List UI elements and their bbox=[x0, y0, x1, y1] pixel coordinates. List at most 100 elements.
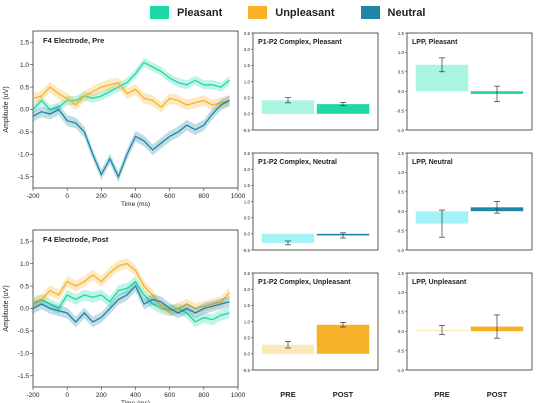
bar2-ytick-label: -0.5 bbox=[396, 108, 404, 113]
line1-xtick-label: -200 bbox=[26, 193, 39, 200]
line2-ytick-label: -1.5 bbox=[18, 373, 30, 380]
bar1-ytick-label: 1.5 bbox=[244, 63, 251, 68]
bar6-ytick-label: 0.0 bbox=[398, 329, 405, 334]
bar4-ytick-label: 1.0 bbox=[398, 170, 405, 175]
line1-xtick-label: 200 bbox=[96, 193, 107, 200]
line2-xtick-label: 0 bbox=[65, 392, 69, 399]
line2-xtick-label: 200 bbox=[96, 392, 107, 399]
bar2-ytick-label: -1.0 bbox=[396, 128, 404, 133]
line1-xtick-label: 400 bbox=[130, 193, 141, 200]
bar1-ytick-label: 0.0 bbox=[244, 112, 251, 117]
category-label-pre: PRE bbox=[434, 390, 449, 399]
line2-xtick-label: 600 bbox=[164, 392, 175, 399]
line1-ytick-label: 1.0 bbox=[20, 62, 29, 69]
bar4-ytick-label: 0.5 bbox=[398, 190, 405, 195]
line2-ytick-label: -0.5 bbox=[18, 328, 30, 335]
bar4-ytick-label: -1.0 bbox=[396, 248, 404, 253]
line1-xtick-label: 0 bbox=[65, 193, 69, 200]
line2-series-neutral bbox=[32, 284, 230, 323]
line1-xtick-label: 800 bbox=[198, 193, 209, 200]
bar3-ytick-label: 1.5 bbox=[244, 183, 251, 188]
line2-ytick-label: 0.0 bbox=[20, 306, 29, 313]
bar2-frame bbox=[406, 32, 533, 131]
line1-xlabel: Time (ms) bbox=[121, 201, 150, 208]
bar4-frame bbox=[406, 152, 533, 251]
legend-swatch-unpleasant bbox=[248, 6, 268, 19]
legend-item-pleasant: Pleasant bbox=[150, 6, 222, 19]
line1-ytick-label: -0.5 bbox=[18, 129, 30, 136]
bar5-ytick-label: 0.0 bbox=[244, 352, 251, 357]
bar5-title: P1-P2 Complex, Unpleasant bbox=[258, 279, 351, 286]
bar3-ytick-label: 1.0 bbox=[244, 199, 251, 204]
bar1-ytick-label: 2.5 bbox=[244, 31, 251, 36]
line1-series-pleasant bbox=[32, 61, 230, 111]
bar5-ytick-label: 1.0 bbox=[244, 319, 251, 324]
line2-ytick-label: -1.0 bbox=[18, 351, 30, 358]
bar1-title: P1-P2 Complex, Pleasant bbox=[258, 39, 342, 46]
line1-band-pleasant bbox=[33, 57, 230, 114]
bar1-ytick-label: 0.5 bbox=[244, 95, 251, 100]
line2-xtick-label: 800 bbox=[198, 392, 209, 399]
bar5-ytick-label: 1.5 bbox=[244, 303, 251, 308]
line1-ytick-label: -1.0 bbox=[18, 152, 30, 159]
line2-title: F4 Electrode, Post bbox=[43, 235, 109, 244]
bar1-ytick-label: -0.5 bbox=[242, 128, 250, 133]
line2-series-unpleasant bbox=[32, 262, 230, 312]
bar4-ytick-label: -0.5 bbox=[396, 228, 404, 233]
line1-ylabel: Amplitude (uV) bbox=[3, 86, 10, 132]
bar6-ytick-label: 0.5 bbox=[398, 310, 405, 315]
line2-ytick-label: 1.5 bbox=[20, 238, 29, 245]
bar6-ytick-label: -0.5 bbox=[396, 348, 404, 353]
line2-xlabel: Time (ms) bbox=[121, 400, 150, 403]
bar6-ytick-label: 1.5 bbox=[398, 271, 405, 276]
line2-ytick-label: 1.0 bbox=[20, 261, 29, 268]
bar2-ytick-label: 1.5 bbox=[398, 31, 405, 36]
line1-xtick-label: 1000 bbox=[231, 193, 246, 200]
line2-xtick-label: 1000 bbox=[231, 392, 246, 399]
legend-item-unpleasant: Unpleasant bbox=[248, 6, 335, 19]
line2-series-pleasant bbox=[32, 280, 230, 323]
bar1-bar-post bbox=[316, 104, 370, 114]
line1-ytick-label: -1.5 bbox=[18, 174, 30, 181]
bar1-ytick-label: 1.0 bbox=[244, 79, 251, 84]
line2-ytick-label: 0.5 bbox=[20, 283, 29, 290]
legend-item-neutral: Neutral bbox=[360, 6, 425, 19]
line2-xtick-label: 400 bbox=[130, 392, 141, 399]
bar4-ytick-label: 0.0 bbox=[398, 209, 405, 214]
line1-xtick-label: 600 bbox=[164, 193, 175, 200]
bar6-ytick-label: -1.0 bbox=[396, 368, 404, 373]
bar3-bar-pre bbox=[261, 233, 315, 243]
category-label-post: POST bbox=[333, 390, 354, 399]
bar4-title: LPP, Neutral bbox=[412, 159, 453, 166]
bar3-ytick-label: -0.5 bbox=[242, 248, 250, 253]
bar2-ytick-label: 1.0 bbox=[398, 50, 405, 55]
bar5-ytick-label: -0.5 bbox=[242, 368, 250, 373]
line1-ytick-label: 0.0 bbox=[20, 107, 29, 114]
bar3-ytick-label: 2.5 bbox=[244, 151, 251, 156]
bar6-title: LPP, Unpleasant bbox=[412, 279, 467, 286]
bar2-title: LPP, Pleasant bbox=[412, 39, 458, 46]
line1-frame bbox=[32, 30, 239, 189]
category-label-post: POST bbox=[487, 390, 508, 399]
bar6-ytick-label: 1.0 bbox=[398, 290, 405, 295]
legend-label-pleasant: Pleasant bbox=[177, 6, 223, 19]
legend: Pleasant Unpleasant Neutral bbox=[150, 6, 425, 19]
bar3-title: P1-P2 Complex, Neutral bbox=[258, 159, 337, 166]
line1-title: F4 Electrode, Pre bbox=[43, 36, 104, 45]
bar3-ytick-label: 0.5 bbox=[244, 215, 251, 220]
line1-ytick-label: 0.5 bbox=[20, 84, 29, 91]
line2-band-pleasant bbox=[33, 276, 230, 328]
bar5-bar-pre bbox=[261, 344, 315, 354]
legend-swatch-pleasant bbox=[150, 6, 169, 19]
line2-ylabel: Amplitude (uV) bbox=[3, 285, 10, 331]
legend-label-unpleasant: Unpleasant bbox=[275, 6, 335, 19]
bar5-ytick-label: 0.5 bbox=[244, 335, 251, 340]
bar3-ytick-label: 0.0 bbox=[244, 232, 251, 237]
bar6-frame bbox=[406, 272, 533, 371]
category-label-pre: PRE bbox=[280, 390, 295, 399]
bar5-ytick-label: 2.0 bbox=[244, 287, 251, 292]
bar1-frame bbox=[252, 32, 379, 131]
bar4-ytick-label: 1.5 bbox=[398, 151, 405, 156]
bar5-ytick-label: 2.5 bbox=[244, 271, 251, 276]
